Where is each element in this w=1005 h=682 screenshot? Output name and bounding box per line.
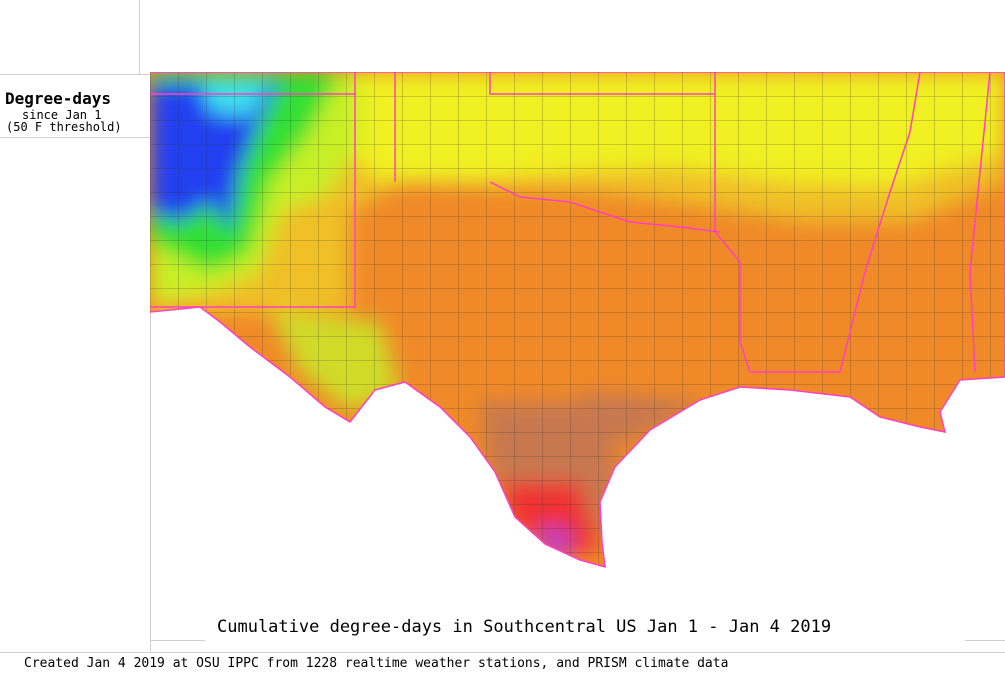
frame-line — [150, 137, 151, 652]
legend-threshold: (50 F threshold) — [6, 120, 122, 134]
legend: Degree-days since Jan 1 (50 F threshold) — [0, 75, 140, 137]
footer-credit: Created Jan 4 2019 at OSU IPPC from 1228… — [24, 656, 729, 671]
frame-line — [965, 640, 1005, 641]
legend-title: Degree-days — [5, 89, 111, 108]
frame-line — [0, 137, 150, 138]
frame-line — [150, 640, 205, 641]
frame-line — [0, 652, 1005, 653]
frame-line — [0, 74, 150, 75]
legend-subtitle: since Jan 1 — [22, 108, 102, 122]
map-title: Cumulative degree-days in Southcentral U… — [217, 617, 832, 637]
degree-days-map — [150, 72, 1005, 569]
coastline-border — [150, 72, 1005, 569]
county-borders — [150, 72, 1005, 567]
frame-line — [139, 0, 140, 75]
state-borders — [150, 72, 991, 373]
